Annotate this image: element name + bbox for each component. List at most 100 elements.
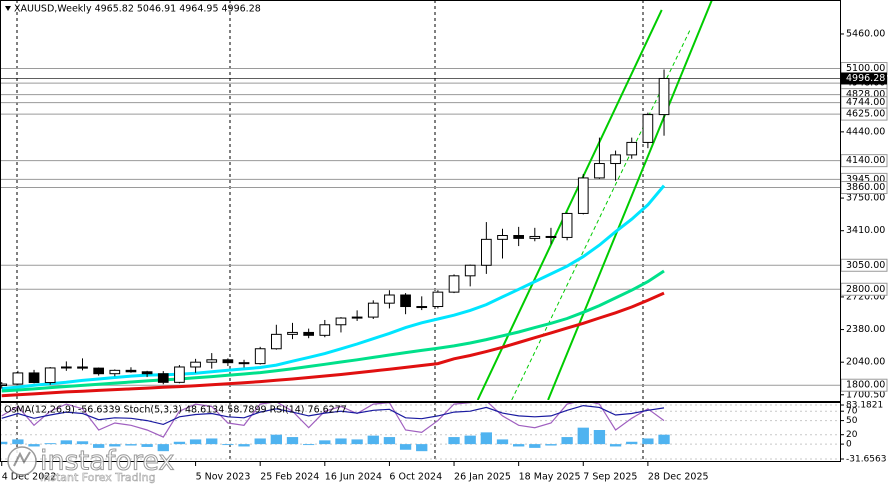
indicator-tick-label: 50 bbox=[846, 416, 858, 426]
candle-body bbox=[93, 367, 105, 375]
osma-bar bbox=[222, 444, 234, 446]
price-frame bbox=[0, 0, 841, 402]
candle-body bbox=[351, 316, 363, 319]
osma-bar bbox=[577, 427, 589, 445]
chart-title: XAUUSD,Weekly 4965.82 5046.91 4964.95 49… bbox=[14, 4, 261, 15]
x-tick-label: 26 Jan 2025 bbox=[454, 472, 511, 483]
y-tick-label: 3750.00 bbox=[846, 193, 885, 204]
candle-body bbox=[448, 275, 460, 293]
osma-bar bbox=[529, 444, 541, 448]
osma-bar bbox=[206, 438, 218, 445]
y-tick-label: 2720.00 bbox=[846, 291, 885, 302]
candle-body bbox=[125, 369, 137, 373]
osma-bar bbox=[367, 435, 379, 445]
osma-bar bbox=[109, 444, 121, 447]
candle-body bbox=[464, 264, 476, 277]
indicator-line bbox=[1, 404, 665, 426]
candle-body bbox=[642, 114, 654, 143]
moving-average bbox=[1, 269, 665, 393]
moving-average bbox=[1, 184, 666, 391]
candle-body bbox=[594, 163, 605, 179]
osma-bar bbox=[44, 443, 56, 445]
axes: 5460.00 4440.00 3750.00 3410.00 2720.00 2380.… bbox=[1, 28, 888, 483]
menu-icon[interactable] bbox=[5, 6, 11, 11]
level-label: 1800.00 bbox=[846, 380, 885, 391]
osma-bar bbox=[609, 444, 622, 447]
indicator-line bbox=[1, 403, 665, 438]
osma-bar bbox=[399, 444, 412, 450]
osma-bar bbox=[658, 434, 670, 445]
osma-bar bbox=[60, 440, 72, 445]
level-label: 4744.00 bbox=[846, 97, 885, 108]
osma-bar bbox=[416, 444, 428, 452]
osma-bar bbox=[28, 444, 40, 447]
y-tick-label: 1700.50 bbox=[846, 389, 885, 400]
candle-body bbox=[561, 212, 573, 238]
y-tick-label: 3410.00 bbox=[846, 225, 885, 236]
osma-bar bbox=[93, 444, 105, 448]
candle-body bbox=[432, 291, 444, 308]
osma-bar bbox=[76, 441, 89, 445]
last-price-box bbox=[841, 72, 887, 85]
x-tick-label: 16 Jun 2024 bbox=[325, 472, 382, 483]
candle-body bbox=[303, 331, 314, 336]
candle-body bbox=[545, 235, 557, 238]
level-label: 4140.00 bbox=[846, 155, 885, 166]
candle-body bbox=[238, 362, 250, 365]
indicator-title: OsMA(12,26,9) -56.6339 Stoch(5,3,3) 48.6… bbox=[4, 405, 347, 416]
osma-bar bbox=[642, 438, 654, 445]
osma-bar bbox=[561, 437, 573, 445]
level-label: 3050.00 bbox=[846, 260, 885, 271]
candle-body bbox=[529, 235, 541, 239]
candle-body bbox=[287, 331, 298, 335]
osma-bar bbox=[157, 444, 169, 452]
osma-bar bbox=[383, 437, 396, 445]
osma-bar bbox=[125, 444, 137, 446]
logo-icon-mark bbox=[13, 451, 31, 467]
candle-body bbox=[141, 371, 153, 375]
candle-body bbox=[335, 317, 347, 326]
indicator-tick-label: 0 bbox=[846, 440, 852, 450]
x-tick-label: 7 Sep 2025 bbox=[583, 472, 637, 483]
level-label: 2800.00 bbox=[846, 284, 885, 295]
indicator-frame bbox=[0, 402, 841, 462]
y-tick-label: 5460.00 bbox=[846, 28, 885, 39]
x-tick-label: 4 Dec 2022 bbox=[2, 472, 57, 483]
logo-tagline: Instant Forex Trading bbox=[40, 471, 156, 484]
level-label: 4625.00 bbox=[846, 109, 885, 120]
last-price-label: 4996.28 bbox=[846, 73, 885, 84]
x-tick-label: 25 Feb 2024 bbox=[260, 472, 319, 483]
indicator-tick-label: 20 bbox=[846, 430, 858, 440]
candle-body bbox=[222, 359, 234, 364]
indicator-tick-label: -31.6563 bbox=[846, 455, 886, 465]
candle-body bbox=[658, 77, 670, 116]
osma-bar bbox=[189, 439, 202, 445]
x-tick-label: 28 Dec 2025 bbox=[648, 472, 709, 483]
candle-body bbox=[513, 235, 524, 239]
logo: instaforex Instant Forex Trading bbox=[7, 445, 175, 484]
osma-bar bbox=[513, 444, 525, 447]
osma-bar bbox=[286, 437, 299, 445]
candle-body bbox=[12, 372, 24, 385]
candle-body bbox=[577, 177, 589, 214]
logo-name: instaforex bbox=[40, 446, 174, 477]
candle-body bbox=[271, 333, 282, 350]
osma-bar bbox=[0, 441, 8, 445]
trendline bbox=[547, 0, 713, 400]
candle-body bbox=[416, 306, 428, 309]
trendline bbox=[511, 29, 691, 400]
candle-body bbox=[77, 366, 88, 369]
osma-bar bbox=[448, 437, 460, 445]
candle-body bbox=[44, 367, 56, 384]
osma-bar bbox=[335, 438, 347, 445]
osma-bar bbox=[141, 444, 153, 447]
candle-body bbox=[319, 324, 331, 336]
candle-body bbox=[610, 154, 621, 165]
osma-bar bbox=[626, 441, 638, 445]
candle-body bbox=[109, 369, 121, 375]
indicator-plot bbox=[0, 403, 840, 460]
osma-bar bbox=[464, 435, 476, 445]
osma-bar bbox=[270, 434, 282, 445]
